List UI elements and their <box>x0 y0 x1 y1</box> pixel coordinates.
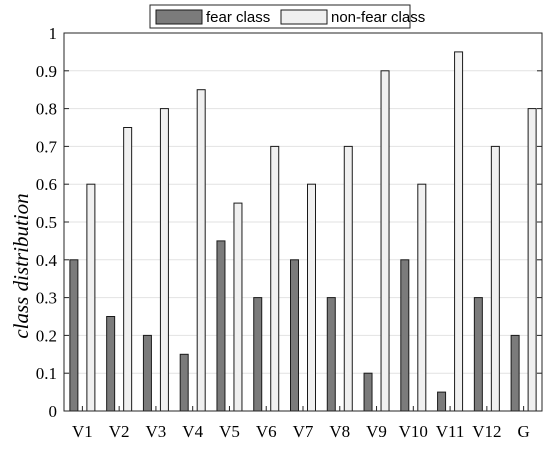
bar-non-fear-v12 <box>490 145 500 412</box>
bar-fear-v1 <box>69 259 79 412</box>
x-tick-label: V10 <box>399 422 428 441</box>
x-tick-label: V3 <box>146 422 167 441</box>
bar-non-fear-g <box>527 108 537 412</box>
bar-fear-v4 <box>179 353 189 412</box>
bar-fear-g <box>510 334 520 412</box>
legend-swatch-non-fear <box>280 9 328 25</box>
y-tick-labels: 0 0.1 0.2 0.3 0.4 0.5 0.6 0.7 0.8 0.9 1 <box>36 24 58 421</box>
bar-non-fear-v4 <box>196 89 206 412</box>
bar-non-fear-v2 <box>123 127 133 412</box>
y-tick-label: 0.8 <box>36 100 57 119</box>
x-tick-label: V11 <box>436 422 465 441</box>
y-tick-label: 0 <box>49 402 58 421</box>
x-tick-label: V8 <box>329 422 350 441</box>
x-tick-label: V1 <box>72 422 93 441</box>
bar-fear-v2 <box>106 316 116 412</box>
y-tick-label: 1 <box>49 24 58 43</box>
bar-non-fear-v6 <box>270 145 280 412</box>
bar-non-fear-v11 <box>454 51 464 412</box>
x-tick-label: V2 <box>109 422 130 441</box>
legend-swatch-fear <box>155 9 203 25</box>
bar-non-fear-v3 <box>159 108 169 412</box>
x-tick-label: V5 <box>219 422 240 441</box>
axes <box>63 32 543 412</box>
bar-fear-v7 <box>290 259 299 412</box>
bars <box>69 51 537 412</box>
bar-fear-v11 <box>437 391 447 412</box>
bar-fear-v5 <box>216 240 226 412</box>
x-tick-label: V12 <box>472 422 501 441</box>
bar-non-fear-v5 <box>233 202 243 412</box>
bar-fear-v12 <box>473 297 483 412</box>
y-tick-label: 0.6 <box>36 175 57 194</box>
x-tick-label: V6 <box>256 422 277 441</box>
x-tick-label: V7 <box>293 422 314 441</box>
legend-label-fear: fear class <box>206 9 270 26</box>
legend: fear class non-fear class <box>149 4 425 29</box>
y-tick-label: 0.3 <box>36 289 57 308</box>
bar-non-fear-v1 <box>86 183 96 412</box>
plot-frame <box>63 32 543 412</box>
legend-label-non-fear: non-fear class <box>331 9 425 26</box>
bar-non-fear-v9 <box>380 70 390 412</box>
y-tick-label: 0.1 <box>36 364 57 383</box>
legend-box <box>149 4 411 29</box>
bar-fear-v8 <box>326 297 336 412</box>
y-tick-label: 0.7 <box>36 137 58 156</box>
y-tick-label: 0.5 <box>36 213 57 232</box>
y-tick-label: 0.2 <box>36 326 57 345</box>
bar-non-fear-v10 <box>417 183 427 412</box>
x-tick-label: V4 <box>182 422 203 441</box>
bar-fear-v9 <box>363 372 373 412</box>
bar-fear-v3 <box>142 334 152 412</box>
bar-fear-v6 <box>253 297 263 412</box>
bar-non-fear-v8 <box>343 145 353 412</box>
bar-non-fear-v7 <box>307 183 316 412</box>
x-tick-label: V9 <box>366 422 387 441</box>
bar-fear-v10 <box>400 259 410 412</box>
x-tick-labels: V1 V2 V3 V4 V5 V6 V7 V8 V9 V10 V11 V12 G <box>72 422 530 441</box>
x-tick-label: G <box>517 422 529 441</box>
y-tick-label: 0.9 <box>36 62 57 81</box>
y-axis-label: class distribution <box>9 193 33 338</box>
y-tick-label: 0.4 <box>36 251 58 270</box>
